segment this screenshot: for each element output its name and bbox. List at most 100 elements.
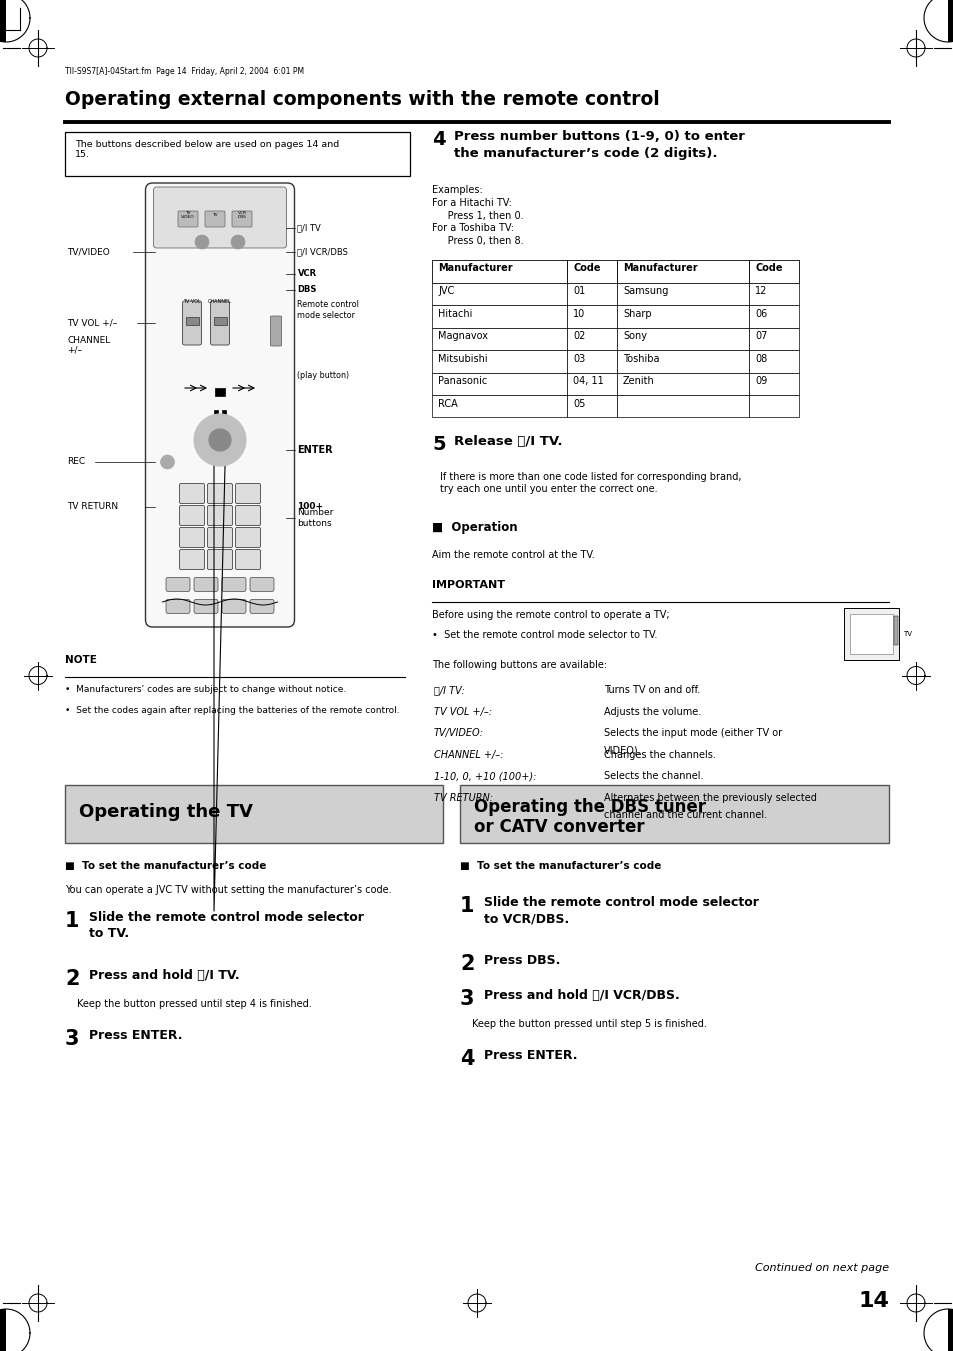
Text: ■  Operation: ■ Operation: [432, 520, 517, 534]
Text: 3: 3: [459, 989, 474, 1009]
Text: Alternates between the previously selected: Alternates between the previously select…: [603, 793, 816, 802]
Text: Press and hold ⏻/I VCR/DBS.: Press and hold ⏻/I VCR/DBS.: [483, 989, 679, 1002]
Text: 3: 3: [65, 1029, 79, 1048]
Text: TV VOL: TV VOL: [183, 299, 200, 304]
FancyBboxPatch shape: [235, 505, 260, 526]
Text: 02: 02: [573, 331, 585, 340]
Bar: [748, 259, 799, 282]
Text: Operating external components with the remote control: Operating external components with the r…: [65, 91, 659, 109]
Text: ENTER: ENTER: [297, 444, 333, 455]
Text: TV RETURN: TV RETURN: [67, 503, 118, 512]
Bar: [432, 350, 566, 373]
FancyBboxPatch shape: [235, 484, 260, 504]
Bar: [459, 785, 888, 843]
FancyBboxPatch shape: [232, 211, 252, 227]
Text: Hitachi: Hitachi: [437, 308, 472, 319]
FancyBboxPatch shape: [250, 600, 274, 613]
Text: Mitsubishi: Mitsubishi: [437, 354, 487, 363]
Text: Keep the button pressed until step 4 is finished.: Keep the button pressed until step 4 is …: [77, 998, 312, 1009]
FancyBboxPatch shape: [193, 600, 218, 613]
Text: 12: 12: [754, 286, 766, 296]
Text: NOTE: NOTE: [65, 655, 97, 665]
Bar: [566, 259, 617, 282]
Text: Examples:
For a Hitachi TV:
     Press 1, then 0.
For a Toshiba TV:
     Press 0: Examples: For a Hitachi TV: Press 1, the…: [432, 185, 523, 246]
Bar: [748, 282, 799, 305]
Bar: [432, 373, 566, 394]
FancyBboxPatch shape: [222, 600, 246, 613]
Bar: [617, 394, 748, 417]
Text: 06: 06: [754, 308, 766, 319]
Bar: [748, 327, 799, 350]
Bar: [893, 616, 897, 644]
Text: 04, 11: 04, 11: [573, 376, 603, 386]
Text: TII-S9S7[A]-04Start.fm  Page 14  Friday, April 2, 2004  6:01 PM: TII-S9S7[A]-04Start.fm Page 14 Friday, A…: [65, 68, 304, 76]
Text: TV VOL +/–:: TV VOL +/–:: [434, 707, 492, 717]
Text: 09: 09: [754, 376, 766, 386]
Bar: [843, 608, 898, 661]
Text: Selects the input mode (either TV or: Selects the input mode (either TV or: [603, 728, 781, 739]
Text: Operating the DBS tuner
or CATV converter: Operating the DBS tuner or CATV converte…: [474, 798, 705, 836]
Text: Magnavox: Magnavox: [437, 331, 488, 340]
Text: The buttons described below are used on pages 14 and
15.: The buttons described below are used on …: [75, 141, 339, 159]
Bar: [748, 305, 799, 327]
Bar: [617, 327, 748, 350]
Text: JVC: JVC: [437, 286, 454, 296]
Text: 5: 5: [432, 435, 445, 454]
FancyBboxPatch shape: [182, 301, 201, 345]
Bar: [214, 388, 225, 396]
Text: channel and the current channel.: channel and the current channel.: [603, 811, 766, 820]
Text: CHANNEL
+/–: CHANNEL +/–: [67, 335, 111, 354]
Text: •  Manufacturers’ codes are subject to change without notice.: • Manufacturers’ codes are subject to ch…: [65, 685, 346, 694]
FancyBboxPatch shape: [211, 301, 230, 345]
Polygon shape: [947, 0, 953, 42]
Text: Adjusts the volume.: Adjusts the volume.: [603, 707, 700, 717]
Circle shape: [209, 430, 231, 451]
Text: •  Set the codes again after replacing the batteries of the remote control.: • Set the codes again after replacing th…: [65, 707, 399, 715]
FancyBboxPatch shape: [205, 211, 225, 227]
Text: 10: 10: [573, 308, 584, 319]
Bar: [617, 350, 748, 373]
Polygon shape: [0, 0, 6, 42]
Text: 4: 4: [432, 130, 445, 149]
Bar: [566, 282, 617, 305]
Bar: [617, 282, 748, 305]
Text: 1-10, 0, +10 (100+):: 1-10, 0, +10 (100+):: [434, 771, 536, 781]
Text: Code: Code: [754, 263, 781, 273]
Text: TV: TV: [902, 631, 911, 638]
FancyBboxPatch shape: [153, 186, 286, 249]
Text: Before using the remote control to operate a TV;: Before using the remote control to opera…: [432, 611, 669, 620]
Text: Continued on next page: Continued on next page: [754, 1263, 888, 1273]
Text: If there is more than one code listed for corresponding brand,
try each one unti: If there is more than one code listed fo…: [439, 471, 740, 494]
Text: ■  To set the manufacturer’s code: ■ To set the manufacturer’s code: [65, 861, 266, 871]
Text: Slide the remote control mode selector
to TV.: Slide the remote control mode selector t…: [89, 911, 363, 940]
Text: 100+: 100+: [297, 503, 323, 512]
Text: 08: 08: [754, 354, 766, 363]
FancyBboxPatch shape: [179, 505, 204, 526]
FancyBboxPatch shape: [235, 527, 260, 547]
Text: Press ENTER.: Press ENTER.: [89, 1029, 182, 1042]
Text: Aim the remote control at the TV.: Aim the remote control at the TV.: [432, 550, 594, 561]
Text: 03: 03: [573, 354, 584, 363]
Text: TV VOL +/–: TV VOL +/–: [67, 319, 117, 327]
Text: CHANNEL +/–:: CHANNEL +/–:: [434, 750, 503, 761]
Bar: [617, 259, 748, 282]
Circle shape: [194, 235, 209, 249]
Text: VIDEO).: VIDEO).: [603, 746, 641, 755]
Text: TV
VIDEO: TV VIDEO: [181, 211, 194, 219]
FancyBboxPatch shape: [193, 577, 218, 592]
Text: Turns TV on and off.: Turns TV on and off.: [603, 685, 700, 696]
Bar: [432, 259, 566, 282]
Text: 2: 2: [65, 969, 79, 989]
Bar: [617, 305, 748, 327]
Text: Sony: Sony: [622, 331, 646, 340]
Text: TV RETURN:: TV RETURN:: [434, 793, 493, 802]
FancyBboxPatch shape: [208, 527, 233, 547]
Text: Manufacturer: Manufacturer: [622, 263, 697, 273]
Text: REC: REC: [67, 458, 85, 466]
FancyBboxPatch shape: [178, 211, 198, 227]
Text: TV/VIDEO: TV/VIDEO: [67, 247, 110, 257]
FancyBboxPatch shape: [179, 550, 204, 570]
Text: 1: 1: [65, 911, 79, 931]
Text: Sharp: Sharp: [622, 308, 651, 319]
Bar: [566, 394, 617, 417]
